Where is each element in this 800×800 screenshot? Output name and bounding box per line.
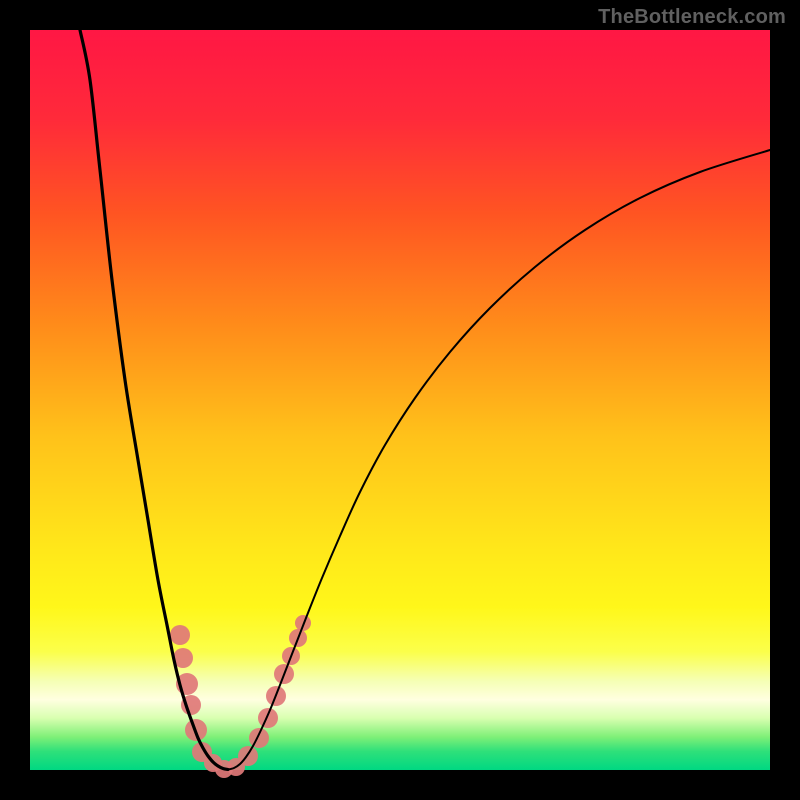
bottleneck-chart-svg	[0, 0, 800, 800]
watermark-text: TheBottleneck.com	[598, 6, 786, 29]
data-marker	[258, 708, 278, 728]
chart-container: TheBottleneck.com	[0, 0, 800, 800]
data-marker	[170, 625, 190, 645]
plot-gradient-area	[30, 30, 770, 770]
data-marker	[249, 728, 269, 748]
